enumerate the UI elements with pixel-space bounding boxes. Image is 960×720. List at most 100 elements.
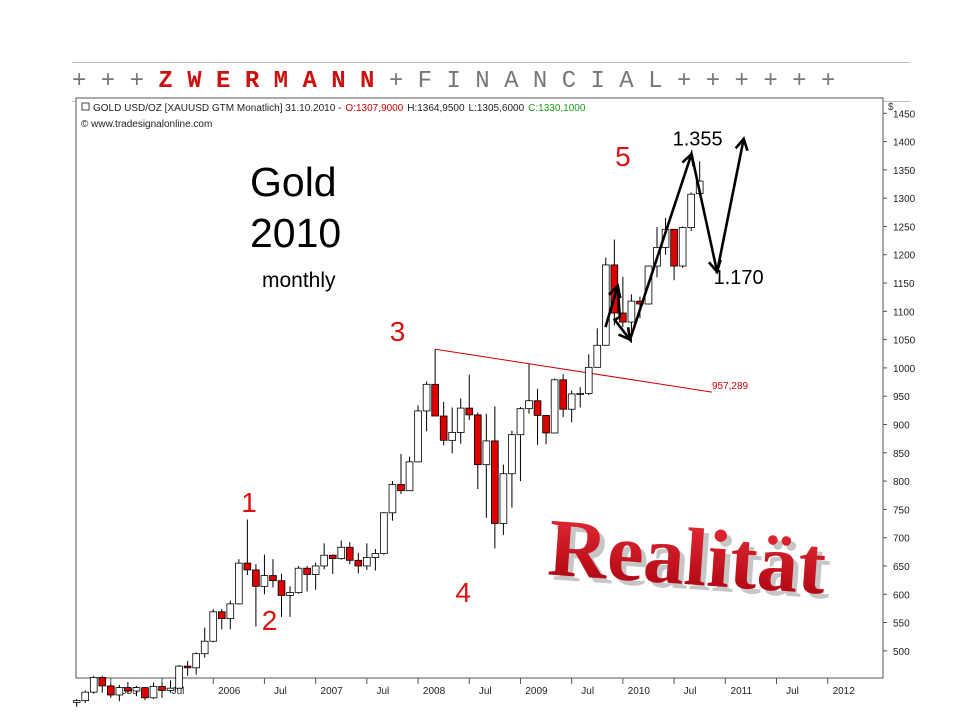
candle-body-up xyxy=(89,677,98,693)
candle xyxy=(473,412,482,490)
candle-body-down xyxy=(252,569,260,587)
candle xyxy=(345,542,354,565)
candle xyxy=(380,512,388,555)
candle-body-up xyxy=(687,193,695,228)
candle-body-up xyxy=(166,687,175,691)
wave-label-5: 5 xyxy=(615,141,631,172)
banner-suffix: + F I N A N C I A L + + + + + + xyxy=(374,68,836,95)
y-tick-label: 700 xyxy=(893,534,910,545)
y-tick-label: 1100 xyxy=(893,307,915,318)
y-tick-label: 1300 xyxy=(893,194,916,205)
candle xyxy=(499,464,508,535)
candle-body-up xyxy=(584,366,593,394)
trendline-group: 957,289 xyxy=(435,348,749,393)
forecast-level-label: 1.170 xyxy=(714,267,764,289)
candle-body-down xyxy=(397,484,405,492)
forecast-arrowhead xyxy=(607,283,622,299)
candle xyxy=(525,363,533,414)
candle xyxy=(166,680,175,693)
x-tick-label: Jul xyxy=(581,686,594,697)
candle xyxy=(209,608,218,643)
candle xyxy=(89,675,98,694)
candle xyxy=(286,586,294,617)
candle xyxy=(678,226,687,268)
candle-body-down xyxy=(465,407,474,416)
candle-body-down xyxy=(328,554,337,560)
candle xyxy=(533,388,542,445)
header-instrument: GOLD USD/OZ [XAUUSD GTM Monatlich] 31.10… xyxy=(93,103,341,114)
candle-body-up xyxy=(371,553,380,558)
candle xyxy=(388,481,397,521)
candle-body-down xyxy=(98,677,107,687)
candle-body-up xyxy=(516,408,525,436)
candle xyxy=(439,401,448,446)
candle xyxy=(431,349,439,417)
x-tick-label: 2008 xyxy=(423,686,446,697)
wave-label-1: 1 xyxy=(241,487,257,518)
candle-body-down xyxy=(473,414,482,466)
candle-body-down xyxy=(670,228,678,267)
zwermann-financial-banner: + + + Z W E R M A N N + F I N A N C I A … xyxy=(72,62,910,102)
candle xyxy=(260,554,269,595)
candle-body-up xyxy=(192,653,200,669)
candle xyxy=(422,381,431,432)
candle xyxy=(465,374,474,420)
y-tick-label: 1050 xyxy=(893,336,916,347)
y-tick-label: 800 xyxy=(893,477,910,488)
candle xyxy=(217,608,226,630)
y-tick-label: 1450 xyxy=(893,109,916,120)
candle xyxy=(550,378,559,434)
candle-body-up xyxy=(448,432,456,441)
candle-body-down xyxy=(533,400,542,416)
candle-body-up xyxy=(149,686,158,699)
candle-body-up xyxy=(311,565,320,575)
candle xyxy=(252,564,260,627)
candle xyxy=(584,354,593,396)
candle xyxy=(559,374,567,418)
candle xyxy=(337,540,346,560)
header-open: O:1307,9000 xyxy=(345,103,403,114)
series-toggle-icon[interactable] xyxy=(81,102,90,111)
trendline-label: 957,289 xyxy=(712,381,749,392)
candle-body-up xyxy=(380,512,388,554)
candle-body-up xyxy=(602,264,610,346)
x-tick-label: 2011 xyxy=(731,686,753,697)
candle xyxy=(491,406,499,549)
title-period: monthly xyxy=(262,269,336,292)
candle-body-down xyxy=(439,415,448,441)
header-low: L:1305,6000 xyxy=(469,103,525,114)
forecast-level-label: 1.355 xyxy=(673,129,723,151)
candle-body-down xyxy=(354,559,363,567)
candle xyxy=(542,415,550,445)
candle-body-up xyxy=(499,473,508,524)
candle-body-up xyxy=(226,603,235,619)
y-tick-label: 950 xyxy=(893,392,910,403)
candle xyxy=(670,228,678,281)
x-tick-label: Jul xyxy=(684,686,697,697)
candle xyxy=(516,406,525,482)
candle xyxy=(158,682,166,698)
candle xyxy=(448,407,456,454)
candle-body-up xyxy=(593,344,602,368)
candle xyxy=(149,682,158,699)
forecast-arrowhead xyxy=(681,151,696,167)
candle xyxy=(414,405,422,463)
x-axis-ticks: 2005 Jul 2006 Jul 2007 Jul 2008 Jul 2009 Jul 2010 J… xyxy=(110,678,855,697)
candle-body-down xyxy=(243,562,252,571)
candle-body-up xyxy=(422,383,431,412)
candle-body-up xyxy=(456,407,465,433)
candle xyxy=(508,430,516,508)
y-tick-label: 600 xyxy=(893,590,910,601)
y-tick-label: 1400 xyxy=(893,138,916,149)
x-tick-label: 2006 xyxy=(218,686,241,697)
banner-company-name: Z W E R M A N N xyxy=(158,68,375,95)
trendline xyxy=(435,348,713,393)
candle xyxy=(107,683,115,698)
candle-body-up xyxy=(286,592,294,596)
title-year: 2010 xyxy=(250,210,341,256)
candle-body-down xyxy=(345,546,354,561)
wave-label-3: 3 xyxy=(390,316,406,347)
candle-body-down xyxy=(183,665,192,669)
candle xyxy=(354,552,363,574)
